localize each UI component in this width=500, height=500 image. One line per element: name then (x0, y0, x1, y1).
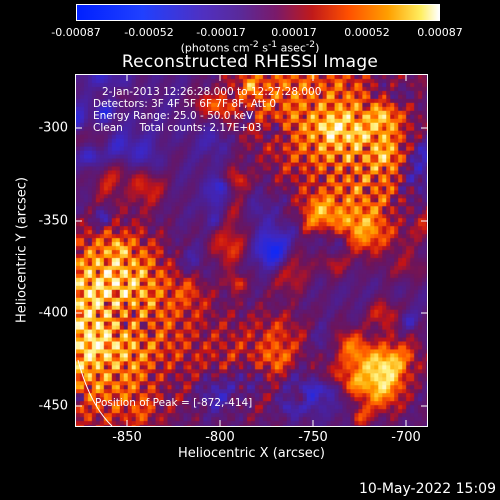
xtick-label: -700 (391, 430, 421, 445)
overlay-peak-position: Position of Peak = [-872,-414] (95, 397, 253, 409)
ytick-label: -450 (38, 398, 68, 414)
rhessi-image (76, 75, 427, 426)
x-axis-label: Heliocentric X (arcsec) (178, 446, 325, 461)
overlay-detectors: Detectors: 3F 4F 5F 6F 7F 8F, Att 0 (93, 98, 277, 110)
plot-title: Reconstructed RHESSI Image (121, 52, 379, 72)
plot-area (75, 74, 428, 427)
colorbar-tick-label: -0.00017 (196, 26, 246, 39)
xtick-label: -800 (205, 430, 235, 445)
colorbar (76, 4, 440, 21)
colorbar-tick-label: -0.00052 (124, 26, 174, 39)
ytick-label: -400 (38, 305, 68, 321)
overlay-time-range: 2-Jan-2013 12:26:28.000 to 12:27:28.000 (102, 86, 322, 98)
overlay-energy-range: Energy Range: 25.0 - 50.0 keV (93, 110, 254, 122)
timestamp: 10-May-2022 15:09 (358, 481, 496, 497)
y-axis-label: Heliocentric Y (arcsec) (14, 177, 30, 323)
colorbar-tick-label: -0.00087 (51, 26, 101, 39)
colorbar-tick-label: 0.00017 (271, 26, 317, 39)
xtick-label: -850 (112, 430, 142, 445)
colorbar-tick-label: 0.00052 (344, 26, 390, 39)
limb-overlay (77, 359, 113, 426)
colorbar-tick-label: 0.00087 (417, 26, 463, 39)
ytick-label: -350 (38, 213, 68, 229)
colorbar-gradient (77, 5, 439, 20)
xtick-label: -750 (298, 430, 328, 445)
ytick-label: -300 (38, 120, 68, 136)
solar-limb-line (77, 359, 113, 426)
overlay-clean-counts: Clean Total counts: 2.17E+03 (93, 122, 262, 134)
colorbar-units: (photons cm-2 s-1 asec-2) (180, 39, 320, 55)
